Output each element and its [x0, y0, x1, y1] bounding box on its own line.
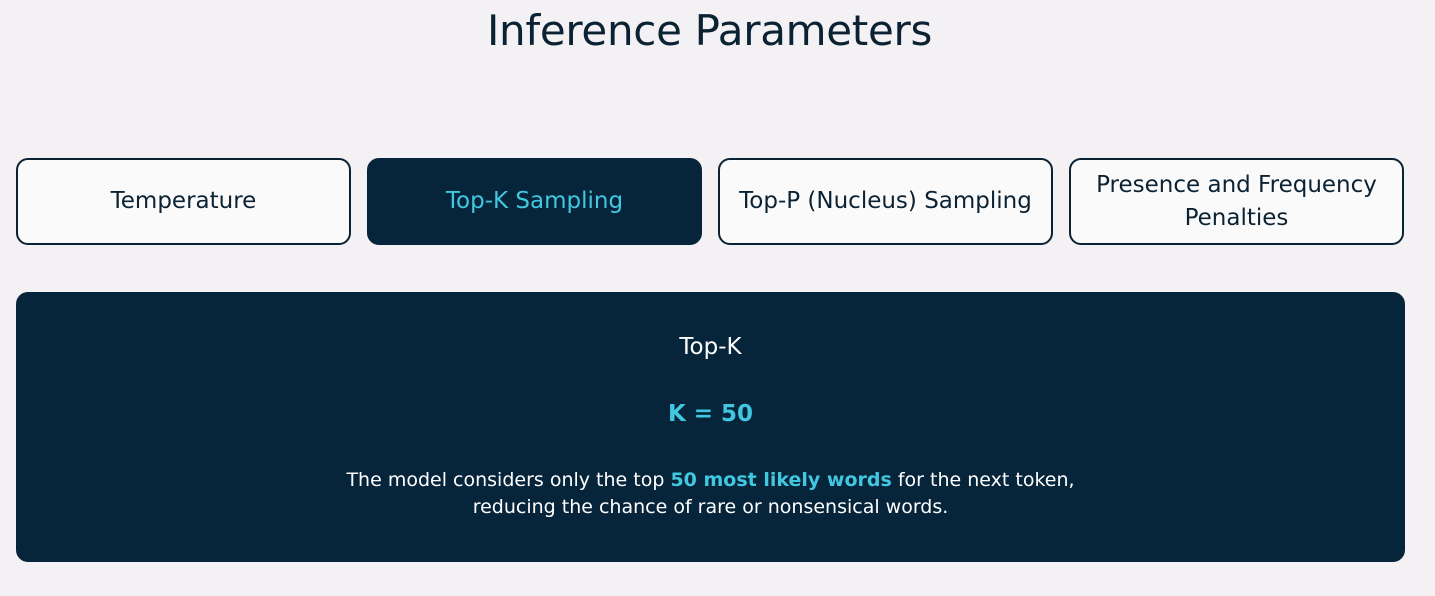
panel-description: The model considers only the top 50 most…	[16, 467, 1405, 521]
tab-presence-frequency-penalties[interactable]: Presence and Frequency Penalties	[1069, 158, 1404, 245]
parameter-detail-panel: Top-K K = 50 The model considers only th…	[16, 292, 1405, 562]
description-line-1: The model considers only the top 50 most…	[16, 467, 1405, 494]
tab-top-k-sampling[interactable]: Top-K Sampling	[367, 158, 702, 245]
page-title: Inference Parameters	[0, 6, 1419, 55]
description-line-2: reducing the chance of rare or nonsensic…	[16, 494, 1405, 521]
parameter-value: K = 50	[16, 401, 1405, 427]
tab-temperature[interactable]: Temperature	[16, 158, 351, 245]
description-text: The model considers only the top	[346, 469, 670, 491]
parameter-tabs: Temperature Top-K Sampling Top-P (Nucleu…	[16, 158, 1405, 245]
description-text: for the next token,	[892, 469, 1075, 491]
tab-top-p-sampling[interactable]: Top-P (Nucleus) Sampling	[718, 158, 1053, 245]
panel-heading: Top-K	[16, 334, 1405, 360]
description-highlight: 50 most likely words	[670, 469, 891, 491]
